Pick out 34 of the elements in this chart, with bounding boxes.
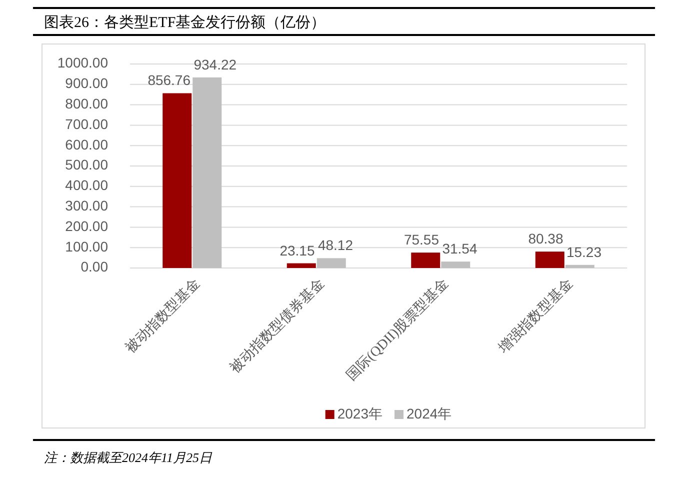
y-tick-label: 100.00 bbox=[65, 238, 108, 254]
y-tick-label: 300.00 bbox=[65, 198, 108, 214]
chart-title: 图表26：各类型ETF基金发行份额（亿份） bbox=[44, 14, 326, 31]
data-label: 856.76 bbox=[148, 72, 191, 88]
bar bbox=[316, 258, 346, 268]
y-tick-label: 1000.00 bbox=[57, 54, 108, 71]
y-tick-label: 200.00 bbox=[65, 218, 108, 234]
y-tick-label: 500.00 bbox=[65, 156, 108, 173]
legend-label: 2023年 bbox=[337, 406, 382, 422]
bar bbox=[192, 77, 222, 268]
data-label: 48.12 bbox=[318, 237, 354, 254]
legend-label: 2024年 bbox=[406, 406, 452, 422]
bar bbox=[565, 264, 594, 268]
y-tick-label: 600.00 bbox=[65, 136, 108, 152]
bar bbox=[535, 252, 564, 268]
bar bbox=[162, 93, 192, 268]
data-label: 31.54 bbox=[442, 240, 478, 257]
bar bbox=[441, 262, 470, 268]
x-tick-label: 被动指数型债券基金 bbox=[227, 276, 328, 376]
data-label: 80.38 bbox=[528, 230, 564, 247]
x-tick-label: 增强指数型基金 bbox=[494, 276, 576, 358]
y-tick-label: 800.00 bbox=[65, 96, 108, 112]
text: 注：数据截至2024年11月25日 bbox=[44, 450, 214, 465]
bar bbox=[411, 252, 440, 268]
y-tick-label: 700.00 bbox=[65, 116, 108, 132]
data-label: 15.23 bbox=[566, 244, 602, 260]
y-tick-label: 0.00 bbox=[80, 258, 108, 275]
data-label: 75.55 bbox=[404, 232, 440, 248]
data-label: 23.15 bbox=[280, 242, 315, 258]
x-tick-label: 被动指数型基金 bbox=[122, 276, 204, 356]
y-tick-label: 400.00 bbox=[65, 177, 108, 194]
y-tick-label: 900.00 bbox=[65, 75, 108, 92]
bar bbox=[286, 263, 316, 268]
data-label: 934.22 bbox=[194, 56, 237, 72]
